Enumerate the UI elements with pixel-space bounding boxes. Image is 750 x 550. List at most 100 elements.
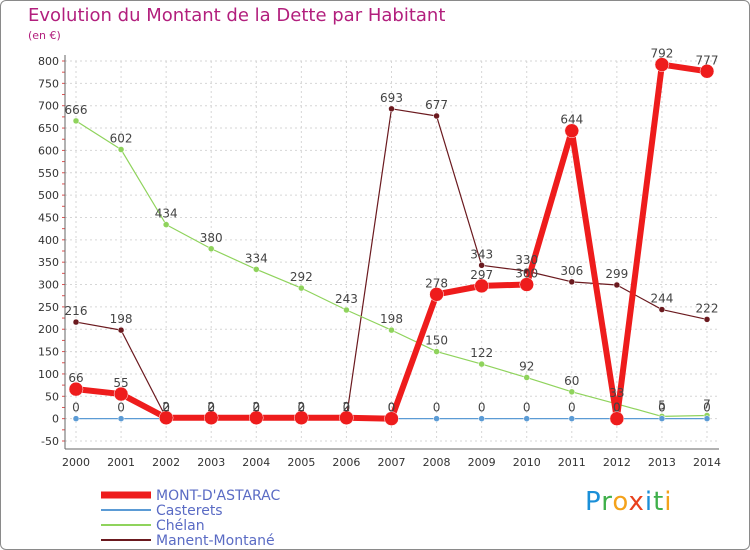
data-point	[433, 112, 440, 120]
data-label: 278	[425, 276, 448, 290]
data-label: 2	[343, 400, 351, 414]
data-label: 300	[515, 267, 538, 281]
data-point	[249, 410, 264, 426]
data-point	[658, 415, 666, 422]
data-label: 666	[65, 103, 88, 117]
chart-unit-label: (en €)	[28, 29, 61, 42]
logo-letter: r	[601, 487, 613, 517]
data-label: 2	[343, 400, 351, 414]
data-point	[253, 266, 260, 273]
x-tick-label: 2006	[332, 456, 360, 469]
proxiti-logo: Proxiti	[585, 487, 673, 517]
x-tick-label: 2003	[197, 456, 225, 469]
data-label: 243	[335, 292, 358, 306]
data-point	[343, 306, 350, 314]
data-label: 0	[388, 401, 396, 415]
data-label: 693	[380, 91, 403, 105]
x-tick-label: 2004	[242, 456, 270, 469]
data-point	[429, 287, 444, 302]
logo-letter: P	[585, 487, 602, 517]
x-tick-label: 2005	[287, 456, 315, 469]
y-tick-label: 200	[38, 323, 59, 336]
x-tick-label: 2007	[378, 456, 406, 469]
data-label: 299	[605, 267, 628, 281]
data-label: 7	[703, 398, 711, 412]
data-point	[478, 415, 485, 422]
data-label: 0	[298, 401, 306, 415]
data-label: 66	[68, 371, 83, 385]
x-tick-label: 2010	[513, 456, 541, 469]
y-tick-label: 350	[38, 256, 59, 269]
data-label: 0	[162, 401, 170, 415]
y-tick-label: 550	[38, 167, 59, 180]
data-label: 2	[207, 400, 215, 414]
y-tick-label: 750	[38, 77, 59, 90]
data-label: 222	[696, 301, 719, 315]
data-point	[568, 415, 576, 422]
data-point	[294, 410, 309, 426]
data-label: 216	[65, 304, 88, 318]
data-point	[519, 277, 534, 292]
data-point	[68, 381, 84, 397]
data-point	[203, 410, 219, 426]
data-label: 244	[650, 292, 673, 306]
data-label: 0	[568, 401, 576, 415]
data-label: 380	[200, 231, 223, 245]
data-point	[388, 326, 395, 334]
data-point	[568, 388, 576, 396]
data-label: 198	[380, 312, 403, 326]
data-label: 2	[207, 400, 215, 414]
data-label: 2	[252, 400, 260, 414]
data-label: 0	[658, 401, 666, 415]
x-tick-label: 2014	[693, 456, 721, 469]
data-label: 55	[113, 376, 128, 390]
x-tick-label: 2000	[62, 456, 90, 469]
legend-label: MONT-D'ASTARAC	[156, 488, 281, 504]
data-point	[388, 105, 395, 113]
legend-label: Chélan	[156, 518, 205, 534]
data-label: 2	[162, 400, 170, 414]
data-point	[699, 64, 715, 79]
data-label: 292	[290, 270, 313, 284]
data-label: 150	[425, 334, 448, 348]
data-label: 0	[478, 401, 486, 415]
logo-letter: t	[653, 487, 665, 517]
data-label: 602	[110, 132, 133, 146]
y-tick-label: 800	[38, 55, 59, 68]
x-tick-label: 2009	[468, 456, 496, 469]
data-label: 33	[609, 386, 624, 400]
x-tick-label: 2008	[423, 456, 451, 469]
data-label: 2	[298, 400, 306, 414]
data-label: 122	[470, 346, 493, 360]
y-tick-label: 400	[38, 234, 59, 247]
data-point	[658, 306, 666, 313]
x-tick-label: 2011	[558, 456, 586, 469]
y-tick-label: 100	[38, 368, 59, 381]
data-label: 434	[155, 207, 178, 221]
data-point	[568, 278, 576, 286]
data-point	[384, 411, 399, 426]
data-label: 5	[658, 398, 666, 412]
data-point	[117, 326, 125, 334]
x-tick-label: 2001	[107, 456, 135, 469]
data-label: 2	[252, 400, 260, 414]
logo-letter: i	[664, 487, 673, 517]
data-label: 792	[650, 47, 673, 61]
y-tick-label: 450	[38, 211, 59, 224]
data-point	[72, 415, 80, 422]
data-point	[117, 146, 125, 153]
data-point	[298, 284, 305, 292]
data-point	[433, 348, 440, 355]
y-tick-label: 500	[38, 189, 59, 202]
data-point	[564, 123, 580, 138]
x-tick-label: 2013	[648, 456, 676, 469]
y-tick-label: 250	[38, 301, 59, 314]
data-label: 677	[425, 98, 448, 112]
data-label: 306	[560, 264, 583, 278]
data-label: 0	[433, 401, 441, 415]
data-label: 0	[252, 401, 260, 415]
legend-label: Casterets	[156, 503, 223, 519]
data-point	[162, 221, 170, 228]
legend-label: Manent-Montané	[156, 533, 275, 549]
